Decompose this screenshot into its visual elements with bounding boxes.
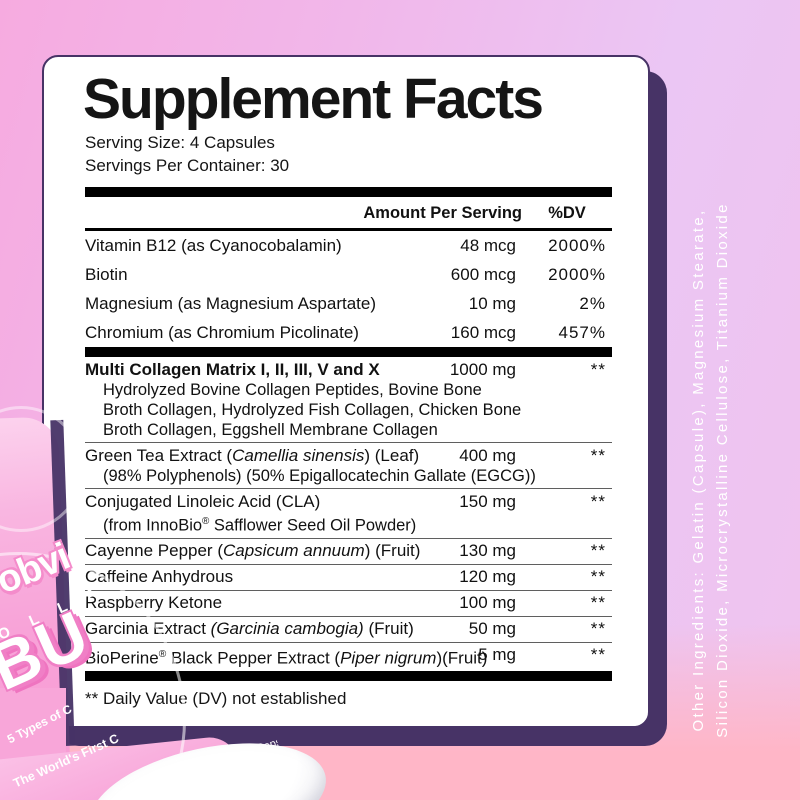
table-row: Vitamin B12 (as Cyanocobalamin) 48 mcg 200…	[85, 231, 612, 260]
panel-title: Supplement Facts	[83, 67, 544, 131]
ingredient-detail: Hydrolyzed Bovine Collagen Peptides, Bov…	[103, 380, 482, 399]
table-body: Vitamin B12 (as Cyanocobalamin) 48 mcg 200…	[85, 231, 612, 671]
amount-value: 160 mcg	[450, 322, 516, 342]
amount-value: 48 mcg	[460, 235, 516, 255]
dv-value: **	[590, 645, 606, 664]
ingredient-name: Multi Collagen Matrix I, II, III, V and …	[85, 359, 380, 379]
ingredient-name: Biotin	[85, 264, 128, 284]
serving-size: Serving Size: 4 Capsules	[85, 133, 275, 152]
amount-value: 10 mg	[468, 293, 516, 313]
other-ingredients-line-2: Silicon Dioxide, Microcrystalline Cellul…	[714, 202, 731, 738]
dv-value: **	[590, 359, 606, 379]
table-header: Amount Per Serving %DV	[85, 197, 612, 231]
table-row: Biotin 600 mcg 2000%	[85, 260, 612, 289]
amount-value: 150 mg	[459, 491, 516, 511]
ingredient-name: Chromium (as Chromium Picolinate)	[85, 322, 359, 342]
other-ingredients-vertical-text: Other Ingredients: Gelatin (Capsule), Ma…	[687, 130, 735, 800]
ingredient-name: Vitamin B12 (as Cyanocobalamin)	[85, 235, 342, 255]
table-row: Multi Collagen Matrix I, II, III, V and …	[85, 357, 612, 442]
servings-per-container: Servings Per Container: 30	[85, 156, 290, 175]
divider-bar-middle	[85, 347, 612, 357]
amount-value: 400 mg	[459, 445, 516, 465]
table-row: Conjugated Linoleic Acid (CLA) 150 mg ** (f…	[85, 488, 612, 538]
supplement-facts-panel: Supplement Facts Serving Size: 4 Capsule…	[42, 55, 650, 728]
dv-value: **	[590, 593, 606, 612]
dv-value: 2000%	[548, 264, 606, 284]
ingredient-name: Conjugated Linoleic Acid (CLA)	[85, 491, 321, 511]
dv-value: **	[590, 619, 606, 638]
amount-value: 600 mcg	[450, 264, 516, 284]
dv-value: **	[590, 491, 606, 511]
other-ingredients-line-1: Other Ingredients: Gelatin (Capsule), Ma…	[690, 208, 707, 732]
header-dv: %DV	[548, 204, 586, 222]
dv-value: 2000%	[548, 235, 606, 255]
amount-value: 120 mg	[459, 567, 516, 586]
table-row: Green Tea Extract (Camellia sinensis) (L…	[85, 442, 612, 488]
dv-value: 457%	[558, 322, 606, 342]
ingredient-detail: Broth Collagen, Hydrolyzed Fish Collagen…	[103, 400, 522, 419]
ingredient-name: Caffeine Anhydrous	[85, 567, 234, 586]
ingredient-detail: (from InnoBio® Safflower Seed Oil Powder…	[103, 515, 417, 535]
ingredient-detail: Broth Collagen, Eggshell Membrane Collag…	[103, 420, 438, 439]
amount-value: 1000 mg	[449, 359, 516, 379]
header-amount-per-serving: Amount Per Serving	[363, 204, 522, 222]
table-row: Cayenne Pepper (Capsicum annuum) (Fruit)…	[85, 537, 612, 564]
table-row: Raspberry Ketone 100 mg **	[85, 589, 612, 616]
divider-bar-bottom	[85, 671, 612, 682]
table-row: Caffeine Anhydrous 120 mg **	[85, 563, 612, 590]
divider-bar-top	[85, 187, 612, 197]
dv-value: **	[590, 567, 606, 586]
dv-value: 2%	[579, 293, 606, 313]
ingredient-name: Green Tea Extract (Camellia sinensis) (L…	[85, 445, 420, 465]
ingredient-name: Cayenne Pepper (Capsicum annuum) (Fruit)	[85, 541, 421, 560]
amount-value: 5 mg	[478, 645, 516, 664]
table-section: Vitamin B12 (as Cyanocobalamin) 48 mcg 200…	[85, 231, 612, 347]
table-row: Chromium (as Chromium Picolinate) 160 mcg…	[85, 318, 612, 347]
amount-value: 130 mg	[459, 541, 516, 560]
ingredient-detail: (98% Polyphenols) (50% Epigallocatechin …	[103, 466, 536, 485]
amount-value: 50 mg	[468, 619, 516, 638]
dv-value: **	[590, 445, 606, 465]
dv-value: **	[590, 541, 606, 560]
ingredient-name: Magnesium (as Magnesium Aspartate)	[85, 293, 377, 313]
table-row: Magnesium (as Magnesium Aspartate) 10 mg 2…	[85, 289, 612, 318]
table-section: Multi Collagen Matrix I, II, III, V and …	[85, 357, 612, 671]
amount-value: 100 mg	[459, 593, 516, 612]
